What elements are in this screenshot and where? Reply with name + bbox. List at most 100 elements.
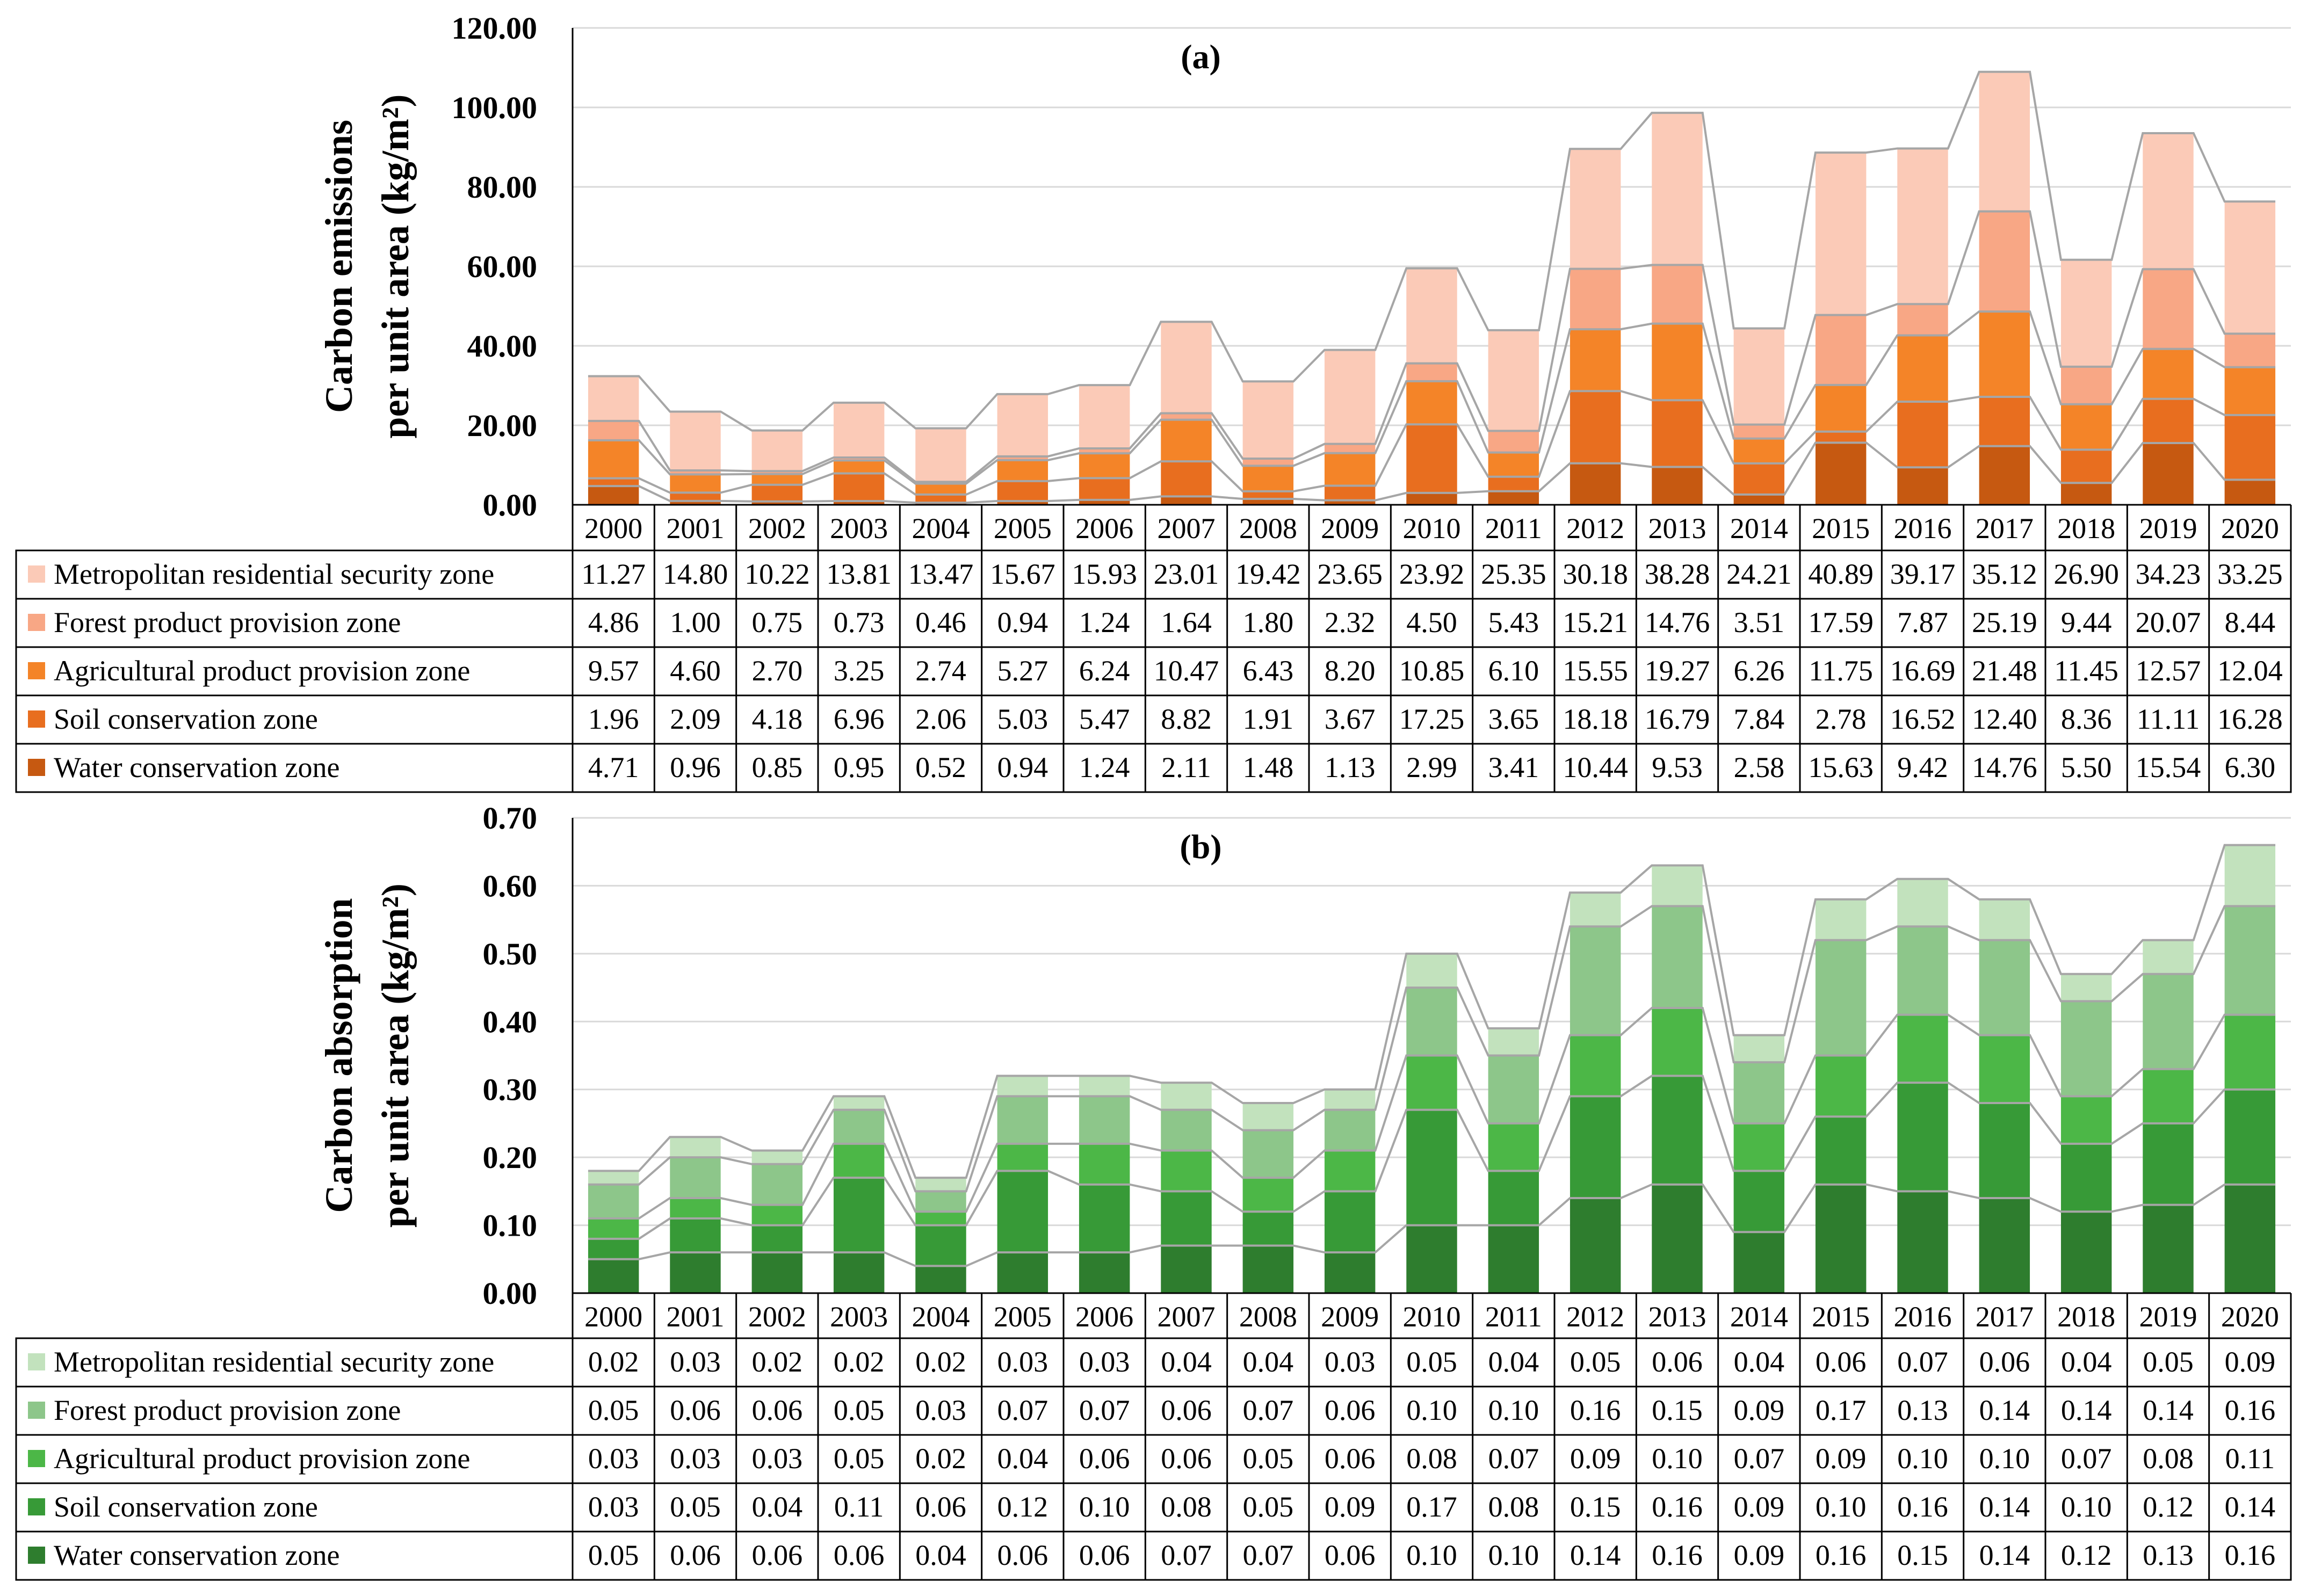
x-tick-label: 2016 [1894, 512, 1952, 545]
data-label: 2.70 [752, 655, 803, 687]
bar-segment [1570, 463, 1621, 505]
bar-segment [1897, 402, 1948, 468]
data-label: 2.06 [915, 703, 966, 735]
data-label: 16.28 [2217, 703, 2283, 735]
data-label: 3.41 [1488, 751, 1539, 784]
series-line [588, 70, 2276, 432]
data-label: 0.10 [1406, 1394, 1457, 1426]
data-label: 0.13 [2143, 1539, 2194, 1571]
data-label: 0.07 [1243, 1539, 1294, 1571]
bar-segment [2060, 1096, 2112, 1144]
legend-swatch [28, 710, 45, 728]
bar-segment [1570, 329, 1621, 391]
data-label: 2.99 [1406, 751, 1457, 784]
bar-segment [2224, 333, 2276, 367]
bar-segment [1897, 879, 1948, 927]
data-label: 0.07 [1243, 1394, 1294, 1426]
bar-segment [915, 483, 966, 495]
table-row [15, 1482, 2292, 1533]
x-tick-label: 2005 [994, 1301, 1052, 1333]
y-tick-label: 0.00 [483, 488, 538, 523]
y-tick-label: 0.20 [483, 1140, 538, 1175]
data-label: 0.09 [1325, 1491, 1376, 1523]
data-label: 0.09 [1734, 1539, 1785, 1571]
data-label: 0.15 [1897, 1539, 1948, 1571]
data-label: 15.93 [1072, 558, 1137, 590]
data-label: 5.50 [2061, 751, 2112, 784]
bar-segment [1652, 265, 1703, 324]
data-label: 16.69 [1890, 655, 1956, 687]
data-label: 0.03 [670, 1442, 721, 1475]
bar-segment [751, 1252, 803, 1293]
bar-segment [1406, 1109, 1457, 1225]
x-tick-label: 2010 [1403, 512, 1461, 545]
data-label: 0.16 [1897, 1491, 1948, 1523]
data-label: 0.13 [1897, 1394, 1948, 1426]
data-label: 0.14 [1979, 1394, 2030, 1426]
data-label: 0.14 [2225, 1491, 2276, 1523]
data-label: 0.95 [834, 751, 885, 784]
data-label: 0.46 [915, 606, 966, 639]
data-label: 13.81 [826, 558, 892, 590]
bar-segment [1079, 385, 1130, 448]
y-tick-label: 0.10 [483, 1208, 538, 1243]
data-label: 12.57 [2136, 655, 2201, 687]
bar-segment [2224, 1014, 2276, 1090]
data-label: 1.00 [670, 606, 721, 639]
data-label: 0.85 [752, 751, 803, 784]
x-tick-label: 2015 [1812, 1301, 1870, 1333]
bar-segment [1488, 330, 1539, 431]
data-label: 0.02 [752, 1346, 803, 1378]
bar-segment [1652, 1076, 1703, 1185]
data-label: 0.96 [670, 751, 721, 784]
bar-segment [1570, 391, 1621, 463]
bar-segment [915, 1225, 966, 1266]
data-label: 0.02 [834, 1346, 885, 1378]
bar-segment [588, 420, 639, 440]
data-label: 0.17 [1406, 1491, 1457, 1523]
bar-segment [1324, 1191, 1376, 1253]
data-label: 0.16 [1570, 1394, 1621, 1426]
data-label: 0.06 [1079, 1539, 1130, 1571]
data-label: 14.76 [1972, 751, 2037, 784]
data-label: 0.07 [997, 1394, 1048, 1426]
y-tick-label: 20.00 [467, 408, 538, 443]
legend-swatch [28, 614, 45, 631]
bar-segment [997, 1096, 1048, 1144]
data-label: 0.14 [1979, 1491, 2030, 1523]
data-label: 14.80 [663, 558, 728, 590]
bar-segment [1406, 424, 1457, 493]
x-tick-label: 2006 [1075, 1301, 1133, 1333]
bar-segment [1406, 1055, 1457, 1110]
data-label: 1.24 [1079, 751, 1130, 784]
bar-segment [833, 458, 885, 461]
series-line [588, 905, 2276, 1193]
data-label: 6.10 [1488, 655, 1539, 687]
data-label: 0.15 [1652, 1394, 1703, 1426]
data-label: 0.16 [2225, 1394, 2276, 1426]
bar-segment [1652, 865, 1703, 906]
data-label: 0.73 [834, 606, 885, 639]
bar-segment [1570, 149, 1621, 269]
data-label: 6.43 [1243, 655, 1294, 687]
x-tick-label: 2002 [748, 1301, 806, 1333]
bar-segment [1897, 467, 1948, 505]
data-label: 0.03 [915, 1394, 966, 1426]
legend-label: Soil conservation zone [54, 703, 318, 735]
data-label: 4.71 [588, 751, 639, 784]
data-label: 0.14 [1570, 1539, 1621, 1571]
bar-segment [1897, 335, 1948, 402]
y-tick-label: 0.60 [483, 868, 538, 903]
legend-swatch [28, 662, 45, 679]
bar-segment [1079, 448, 1130, 454]
bar-segment [1652, 906, 1703, 1008]
bar-segment [915, 1266, 966, 1293]
data-label: 0.10 [1897, 1442, 1948, 1475]
data-label: 30.18 [1563, 558, 1628, 590]
data-label: 39.17 [1890, 558, 1956, 590]
bar-segment [751, 1205, 803, 1225]
bar-segment [1161, 1109, 1212, 1151]
y-tick-label: 80.00 [467, 170, 538, 205]
bar-segment [833, 1252, 885, 1293]
data-label: 33.25 [2217, 558, 2283, 590]
